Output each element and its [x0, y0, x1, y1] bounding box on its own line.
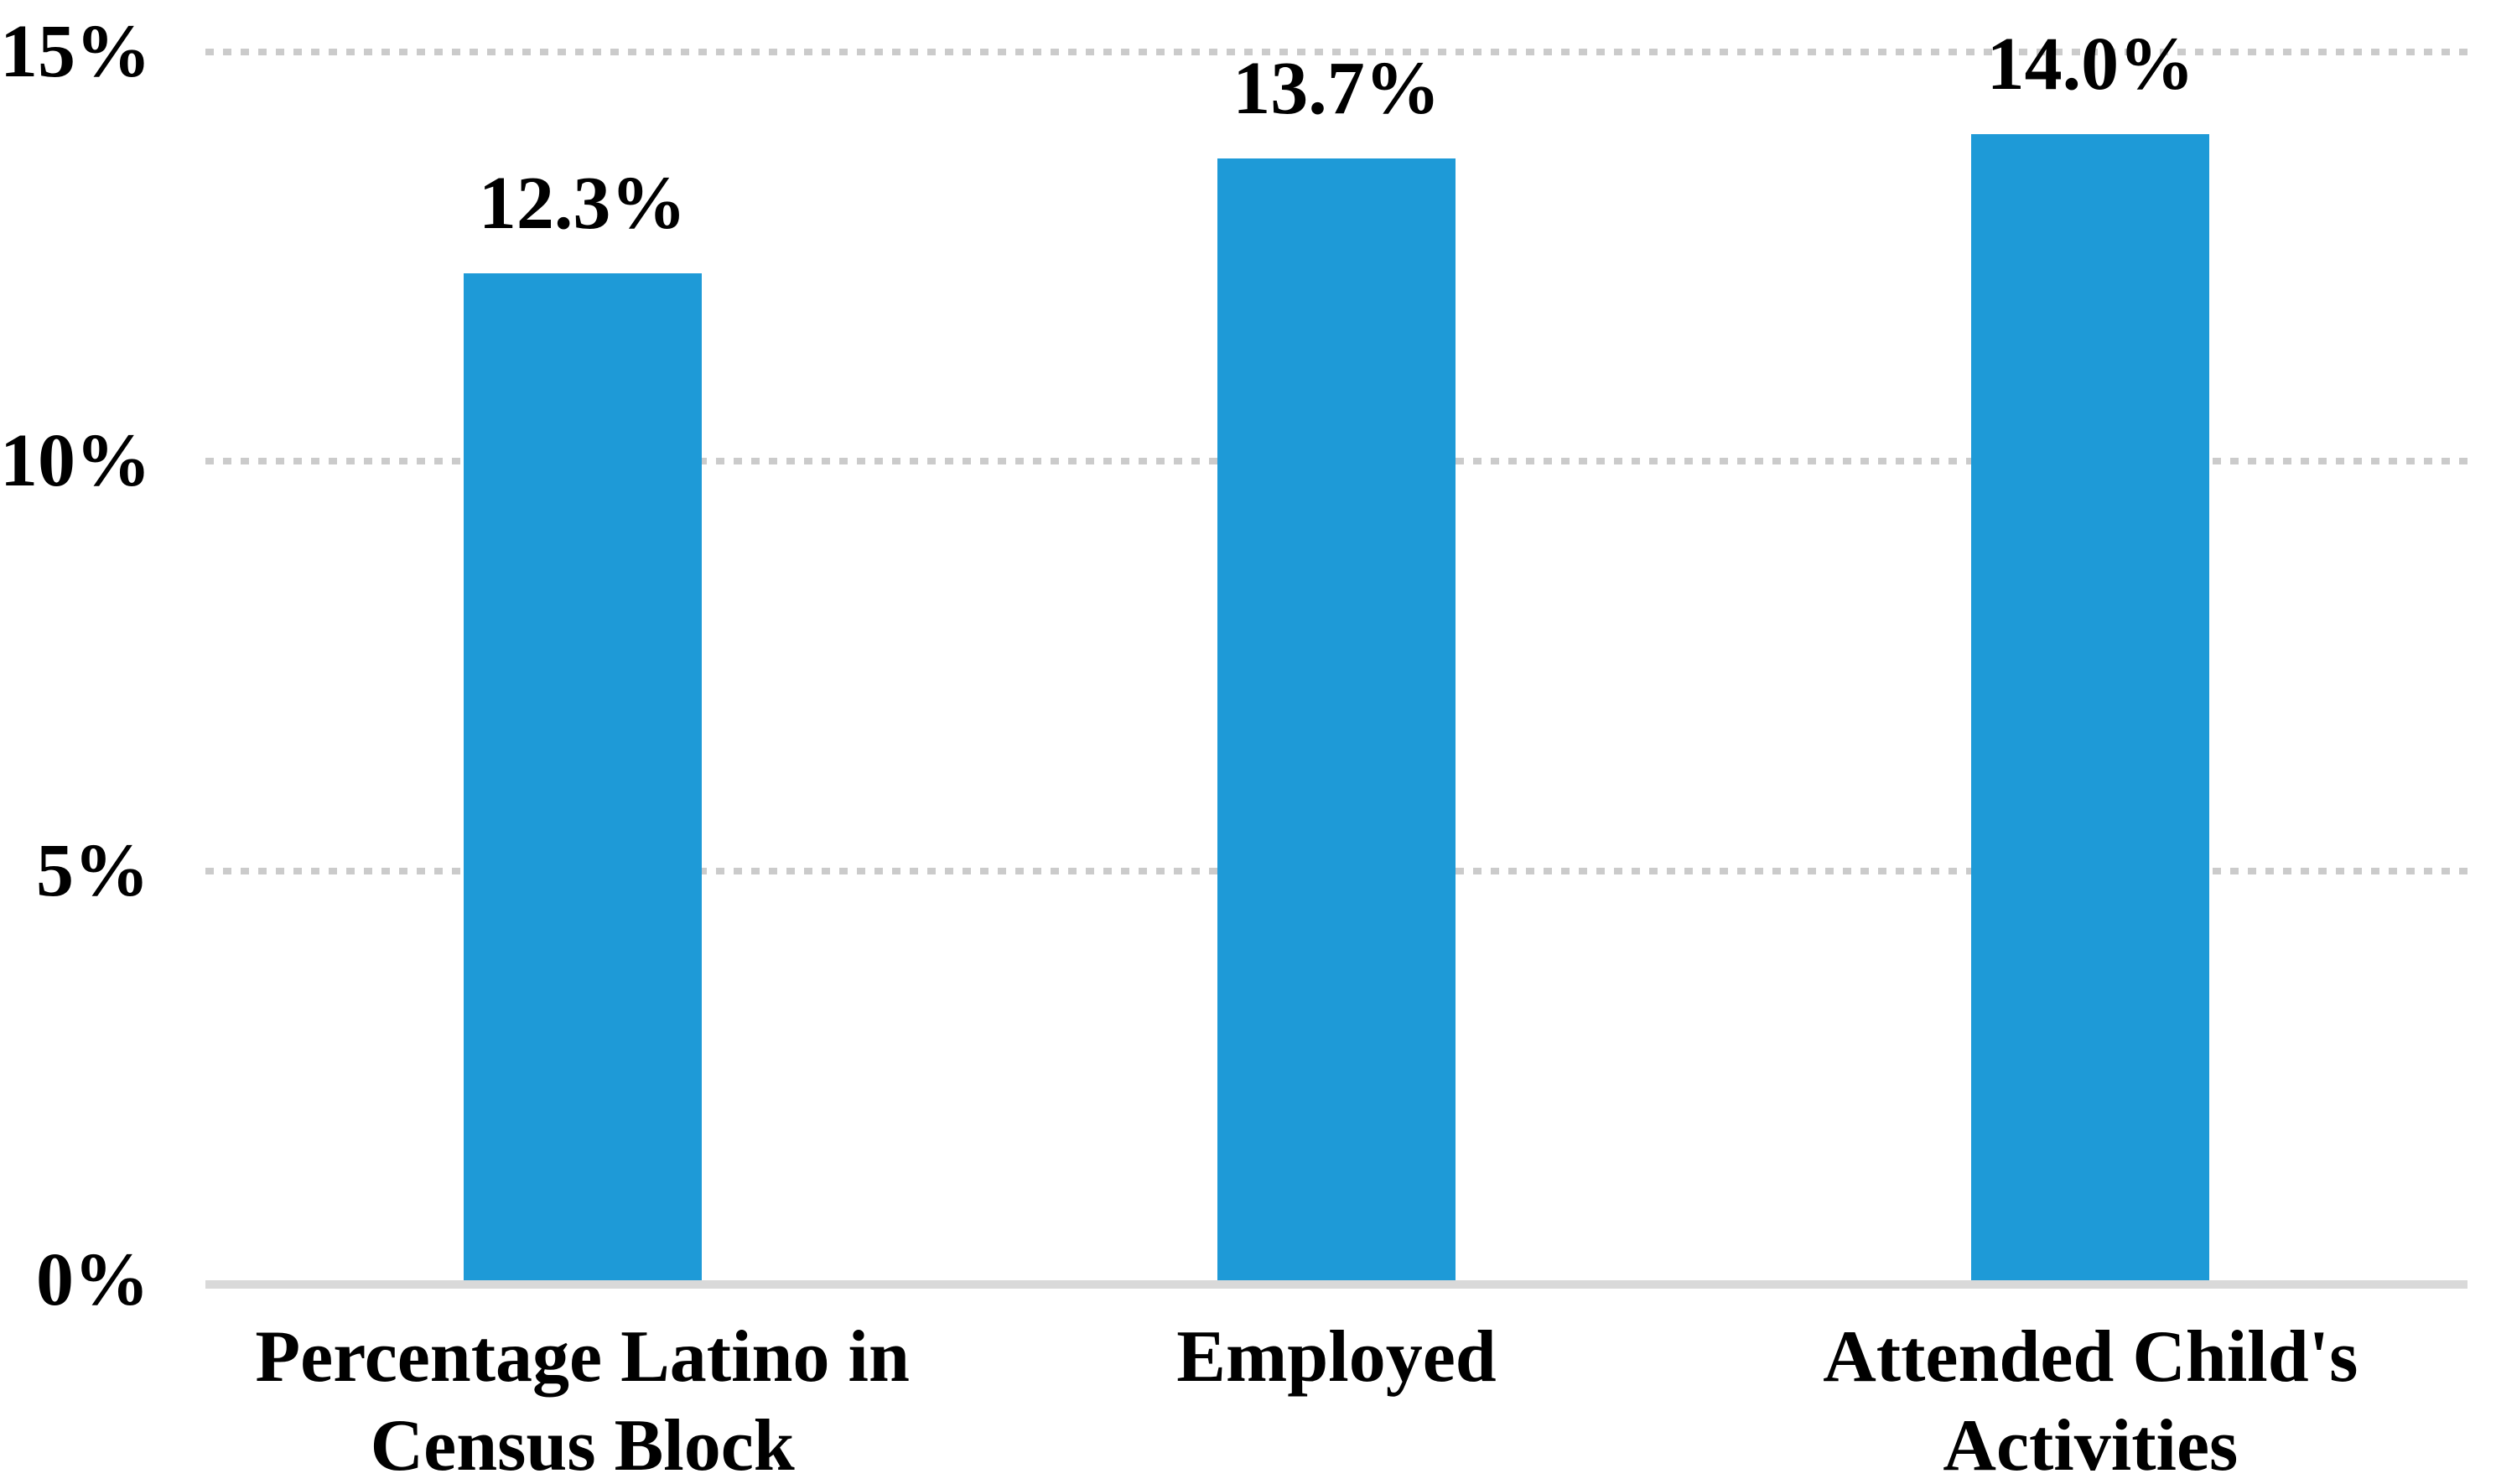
y-axis-tick-label: 5% — [36, 828, 149, 912]
gridline — [205, 49, 2467, 55]
x-axis-line — [205, 1280, 2467, 1289]
category-label: Percentage Latino in Census Block — [255, 1316, 910, 1484]
category-label: Attended Child's Activities — [1823, 1316, 2358, 1484]
y-axis-tick-label: 10% — [0, 419, 151, 503]
y-axis-tick-label: 0% — [36, 1238, 149, 1321]
category-label: Employed — [1176, 1316, 1497, 1398]
bar-value-label: 14.0% — [1986, 22, 2195, 106]
bar — [463, 272, 702, 1280]
bar — [1217, 158, 1456, 1280]
y-axis-tick-label: 15% — [0, 10, 151, 93]
bar — [1971, 133, 2210, 1280]
bar-value-label: 13.7% — [1232, 46, 1440, 130]
bar-value-label: 12.3% — [478, 161, 687, 245]
